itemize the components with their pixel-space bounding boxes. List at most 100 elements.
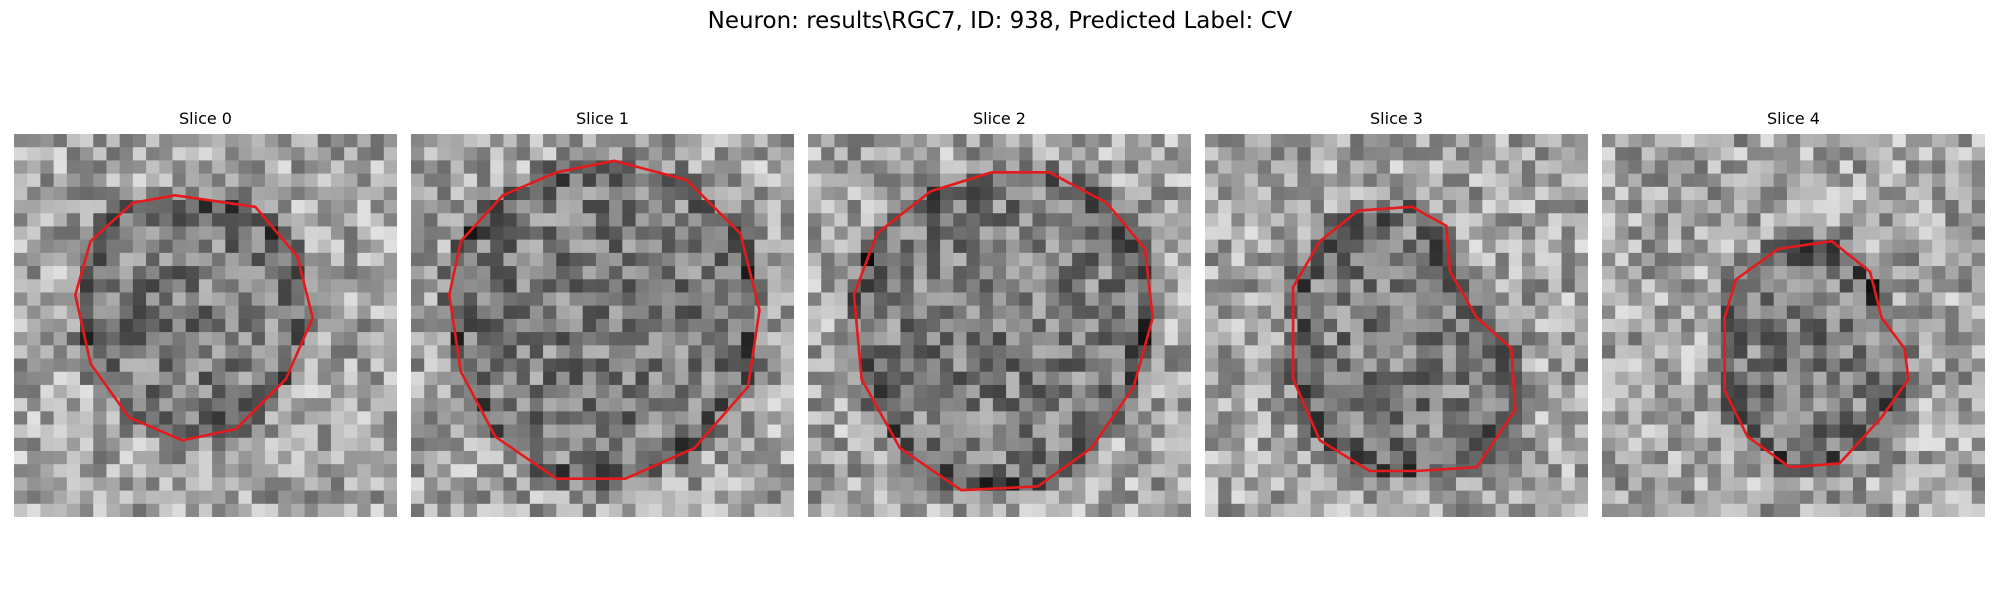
pixel [1508, 213, 1523, 228]
pixel [370, 134, 385, 148]
pixel [370, 490, 385, 505]
pixel [370, 160, 385, 175]
pixel [1085, 464, 1100, 478]
pixel [808, 384, 822, 399]
pixel [1111, 226, 1126, 241]
pixel [1800, 384, 1814, 399]
pixel [1905, 437, 1920, 452]
pixel [106, 252, 121, 267]
pixel [661, 332, 676, 346]
pixel [1720, 490, 1735, 505]
pixel [847, 318, 862, 333]
pixel [767, 503, 782, 517]
pixel [780, 279, 794, 294]
pixel [821, 239, 836, 254]
pixel [1098, 490, 1113, 505]
pixel [754, 200, 769, 214]
pixel [1072, 424, 1086, 439]
pixel [1164, 464, 1179, 478]
pixel [1205, 358, 1219, 373]
pixel [146, 345, 160, 360]
pixel [1403, 384, 1417, 399]
pixel [1006, 173, 1020, 188]
pixel [940, 292, 954, 307]
pixel [1389, 450, 1404, 465]
pixel [1495, 239, 1510, 254]
pixel [979, 371, 994, 386]
pixel [714, 252, 729, 267]
pixel [450, 305, 465, 320]
pixel [383, 173, 397, 188]
pixel [543, 186, 557, 201]
pixel [940, 134, 954, 148]
pixel [490, 239, 505, 254]
pixel [1720, 411, 1735, 426]
pixel [317, 503, 332, 517]
pixel [1058, 160, 1073, 175]
pixel [1852, 213, 1867, 228]
pixel [1879, 213, 1894, 228]
pixel [1284, 477, 1299, 492]
pixel [661, 371, 676, 386]
pixel [1045, 490, 1060, 505]
pixel [212, 292, 226, 307]
pixel [556, 371, 571, 386]
pixel [1747, 318, 1762, 333]
pixel [900, 503, 915, 517]
pixel [1323, 147, 1338, 162]
pixel [1694, 292, 1709, 307]
pixel [1416, 450, 1431, 465]
pixel [1800, 503, 1814, 517]
pixel [357, 384, 372, 399]
pixel [727, 371, 742, 386]
pixel [1958, 173, 1973, 188]
pixel [1681, 477, 1696, 492]
pixel [477, 424, 491, 439]
pixel [701, 134, 716, 148]
pixel [1508, 200, 1523, 214]
pixel [622, 437, 637, 452]
pixel [1773, 450, 1788, 465]
pixel [1813, 226, 1828, 241]
pixel [1429, 424, 1444, 439]
pixel [675, 437, 689, 452]
pixel [1455, 147, 1470, 162]
pixel [212, 358, 226, 373]
pixel [1098, 200, 1113, 214]
pixel [543, 134, 557, 148]
pixel [172, 160, 187, 175]
pixel [661, 266, 676, 280]
pixel [834, 345, 849, 360]
pixel [490, 134, 505, 148]
pixel [1800, 305, 1814, 320]
pixel [1231, 398, 1246, 412]
pixel [940, 160, 954, 175]
pixel [1416, 318, 1431, 333]
pixel [1892, 213, 1907, 228]
pixel [609, 424, 623, 439]
pixel [1337, 226, 1351, 241]
pixel [1218, 266, 1233, 280]
pixel [847, 437, 862, 452]
pixel [635, 186, 650, 201]
pixel [490, 305, 505, 320]
pixel [1958, 147, 1973, 162]
pixel [992, 186, 1007, 201]
pixel [1641, 424, 1656, 439]
pixel [1602, 398, 1616, 412]
pixel [119, 384, 134, 399]
pixel [1852, 384, 1867, 399]
pixel [1429, 411, 1444, 426]
pixel [1852, 252, 1867, 267]
pixel [1892, 266, 1907, 280]
pixel [1045, 305, 1060, 320]
pixel [490, 490, 505, 505]
pixel [370, 503, 385, 517]
pixel [754, 252, 769, 267]
pixel [1032, 490, 1047, 505]
pixel [1337, 200, 1351, 214]
pixel [966, 213, 981, 228]
pixel [727, 450, 742, 465]
pixel [1257, 239, 1272, 254]
pixel [754, 384, 769, 399]
